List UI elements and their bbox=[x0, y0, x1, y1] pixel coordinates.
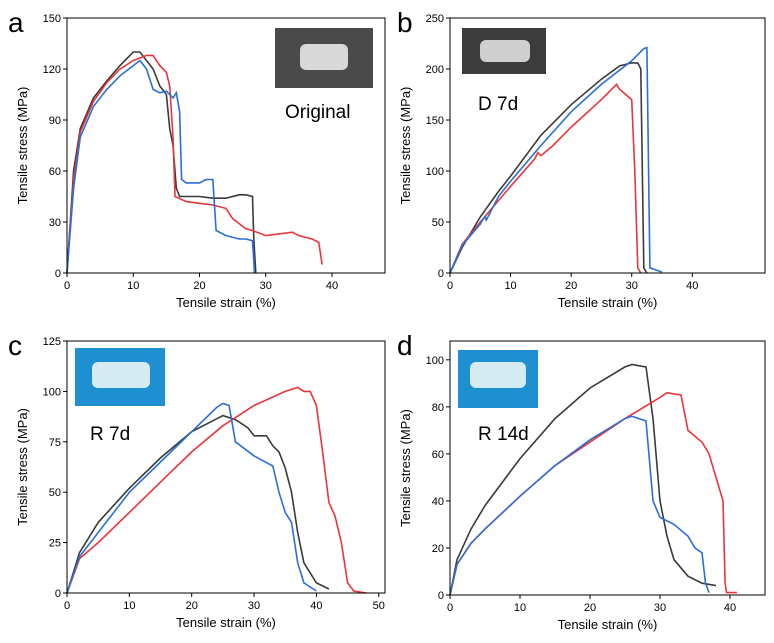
y-tick-label: 100 bbox=[43, 386, 61, 398]
series-line bbox=[66, 386, 367, 594]
y-tick-label: 100 bbox=[426, 166, 444, 178]
y-tick-label: 50 bbox=[432, 217, 444, 229]
x-tick-label: 40 bbox=[326, 280, 338, 292]
annotation: R 14d bbox=[478, 424, 529, 445]
annotation: Original bbox=[285, 102, 350, 123]
y-tick-label: 125 bbox=[43, 336, 61, 348]
y-tick-label: 90 bbox=[49, 115, 61, 127]
y-tick-label: 40 bbox=[432, 496, 444, 508]
series-line bbox=[449, 363, 717, 596]
x-tick-label: 40 bbox=[724, 602, 736, 614]
panel-label: a bbox=[8, 7, 24, 38]
y-tick-label: 75 bbox=[49, 437, 61, 449]
y-tick-label: 0 bbox=[55, 588, 61, 600]
y-tick-label: 200 bbox=[426, 64, 444, 76]
y-tick-label: 250 bbox=[426, 13, 444, 25]
series-line bbox=[449, 83, 642, 274]
x-axis-label: Tensile strain (%) bbox=[176, 295, 276, 310]
annotation: D 7d bbox=[478, 94, 518, 115]
x-tick-label: 50 bbox=[373, 600, 385, 612]
x-axis-label: Tensile strain (%) bbox=[176, 615, 276, 630]
y-tick-label: 25 bbox=[49, 538, 61, 550]
panel-label: c bbox=[8, 330, 22, 361]
x-tick-label: 20 bbox=[186, 600, 198, 612]
series-line bbox=[66, 51, 257, 274]
panel-label: b bbox=[397, 7, 413, 38]
series-line bbox=[449, 46, 663, 274]
panel-label: d bbox=[397, 330, 413, 361]
x-tick-label: 0 bbox=[447, 602, 453, 614]
y-axis-label: Tensile stress (MPa) bbox=[15, 87, 30, 205]
series-line bbox=[449, 415, 710, 596]
y-tick-label: 60 bbox=[432, 449, 444, 461]
x-tick-label: 30 bbox=[654, 602, 666, 614]
y-tick-label: 60 bbox=[49, 166, 61, 178]
plot-frame bbox=[66, 17, 386, 274]
y-axis-label: Tensile stress (MPa) bbox=[15, 408, 30, 526]
x-tick-label: 0 bbox=[64, 600, 70, 612]
plot-frame bbox=[449, 340, 766, 596]
y-tick-label: 20 bbox=[432, 543, 444, 555]
series-line bbox=[66, 414, 330, 594]
x-tick-label: 30 bbox=[248, 600, 260, 612]
series-line bbox=[66, 402, 317, 594]
x-tick-label: 0 bbox=[64, 280, 70, 292]
x-tick-label: 10 bbox=[504, 280, 516, 292]
annotation: R 7d bbox=[90, 424, 130, 445]
y-tick-label: 150 bbox=[426, 115, 444, 127]
x-tick-label: 40 bbox=[310, 600, 322, 612]
y-tick-label: 30 bbox=[49, 217, 61, 229]
y-tick-label: 0 bbox=[55, 268, 61, 280]
sample-photo-specimen bbox=[92, 362, 150, 388]
y-tick-label: 80 bbox=[432, 402, 444, 414]
y-axis-label: Tensile stress (MPa) bbox=[398, 87, 413, 205]
x-axis-label: Tensile strain (%) bbox=[558, 617, 658, 632]
series-line bbox=[449, 62, 648, 274]
series-line bbox=[66, 54, 323, 274]
x-tick-label: 30 bbox=[626, 280, 638, 292]
x-tick-label: 20 bbox=[584, 602, 596, 614]
y-axis-label: Tensile stress (MPa) bbox=[398, 409, 413, 527]
plot-frame bbox=[66, 340, 386, 594]
y-tick-label: 150 bbox=[43, 13, 61, 25]
x-tick-label: 10 bbox=[123, 600, 135, 612]
y-tick-label: 0 bbox=[438, 268, 444, 280]
x-tick-label: 0 bbox=[447, 280, 453, 292]
series-line bbox=[66, 59, 256, 274]
y-tick-label: 100 bbox=[426, 355, 444, 367]
y-tick-label: 50 bbox=[49, 487, 61, 499]
x-axis-label: Tensile strain (%) bbox=[558, 295, 658, 310]
y-tick-label: 120 bbox=[43, 64, 61, 76]
x-tick-label: 20 bbox=[193, 280, 205, 292]
plot-frame bbox=[449, 17, 766, 274]
y-tick-label: 0 bbox=[438, 590, 444, 602]
x-tick-label: 10 bbox=[127, 280, 139, 292]
sample-photo-specimen bbox=[300, 44, 348, 70]
sample-photo-specimen bbox=[480, 40, 530, 62]
x-tick-label: 10 bbox=[514, 602, 526, 614]
sample-photo-specimen bbox=[470, 362, 526, 388]
x-tick-label: 30 bbox=[260, 280, 272, 292]
x-tick-label: 40 bbox=[686, 280, 698, 292]
x-tick-label: 20 bbox=[565, 280, 577, 292]
